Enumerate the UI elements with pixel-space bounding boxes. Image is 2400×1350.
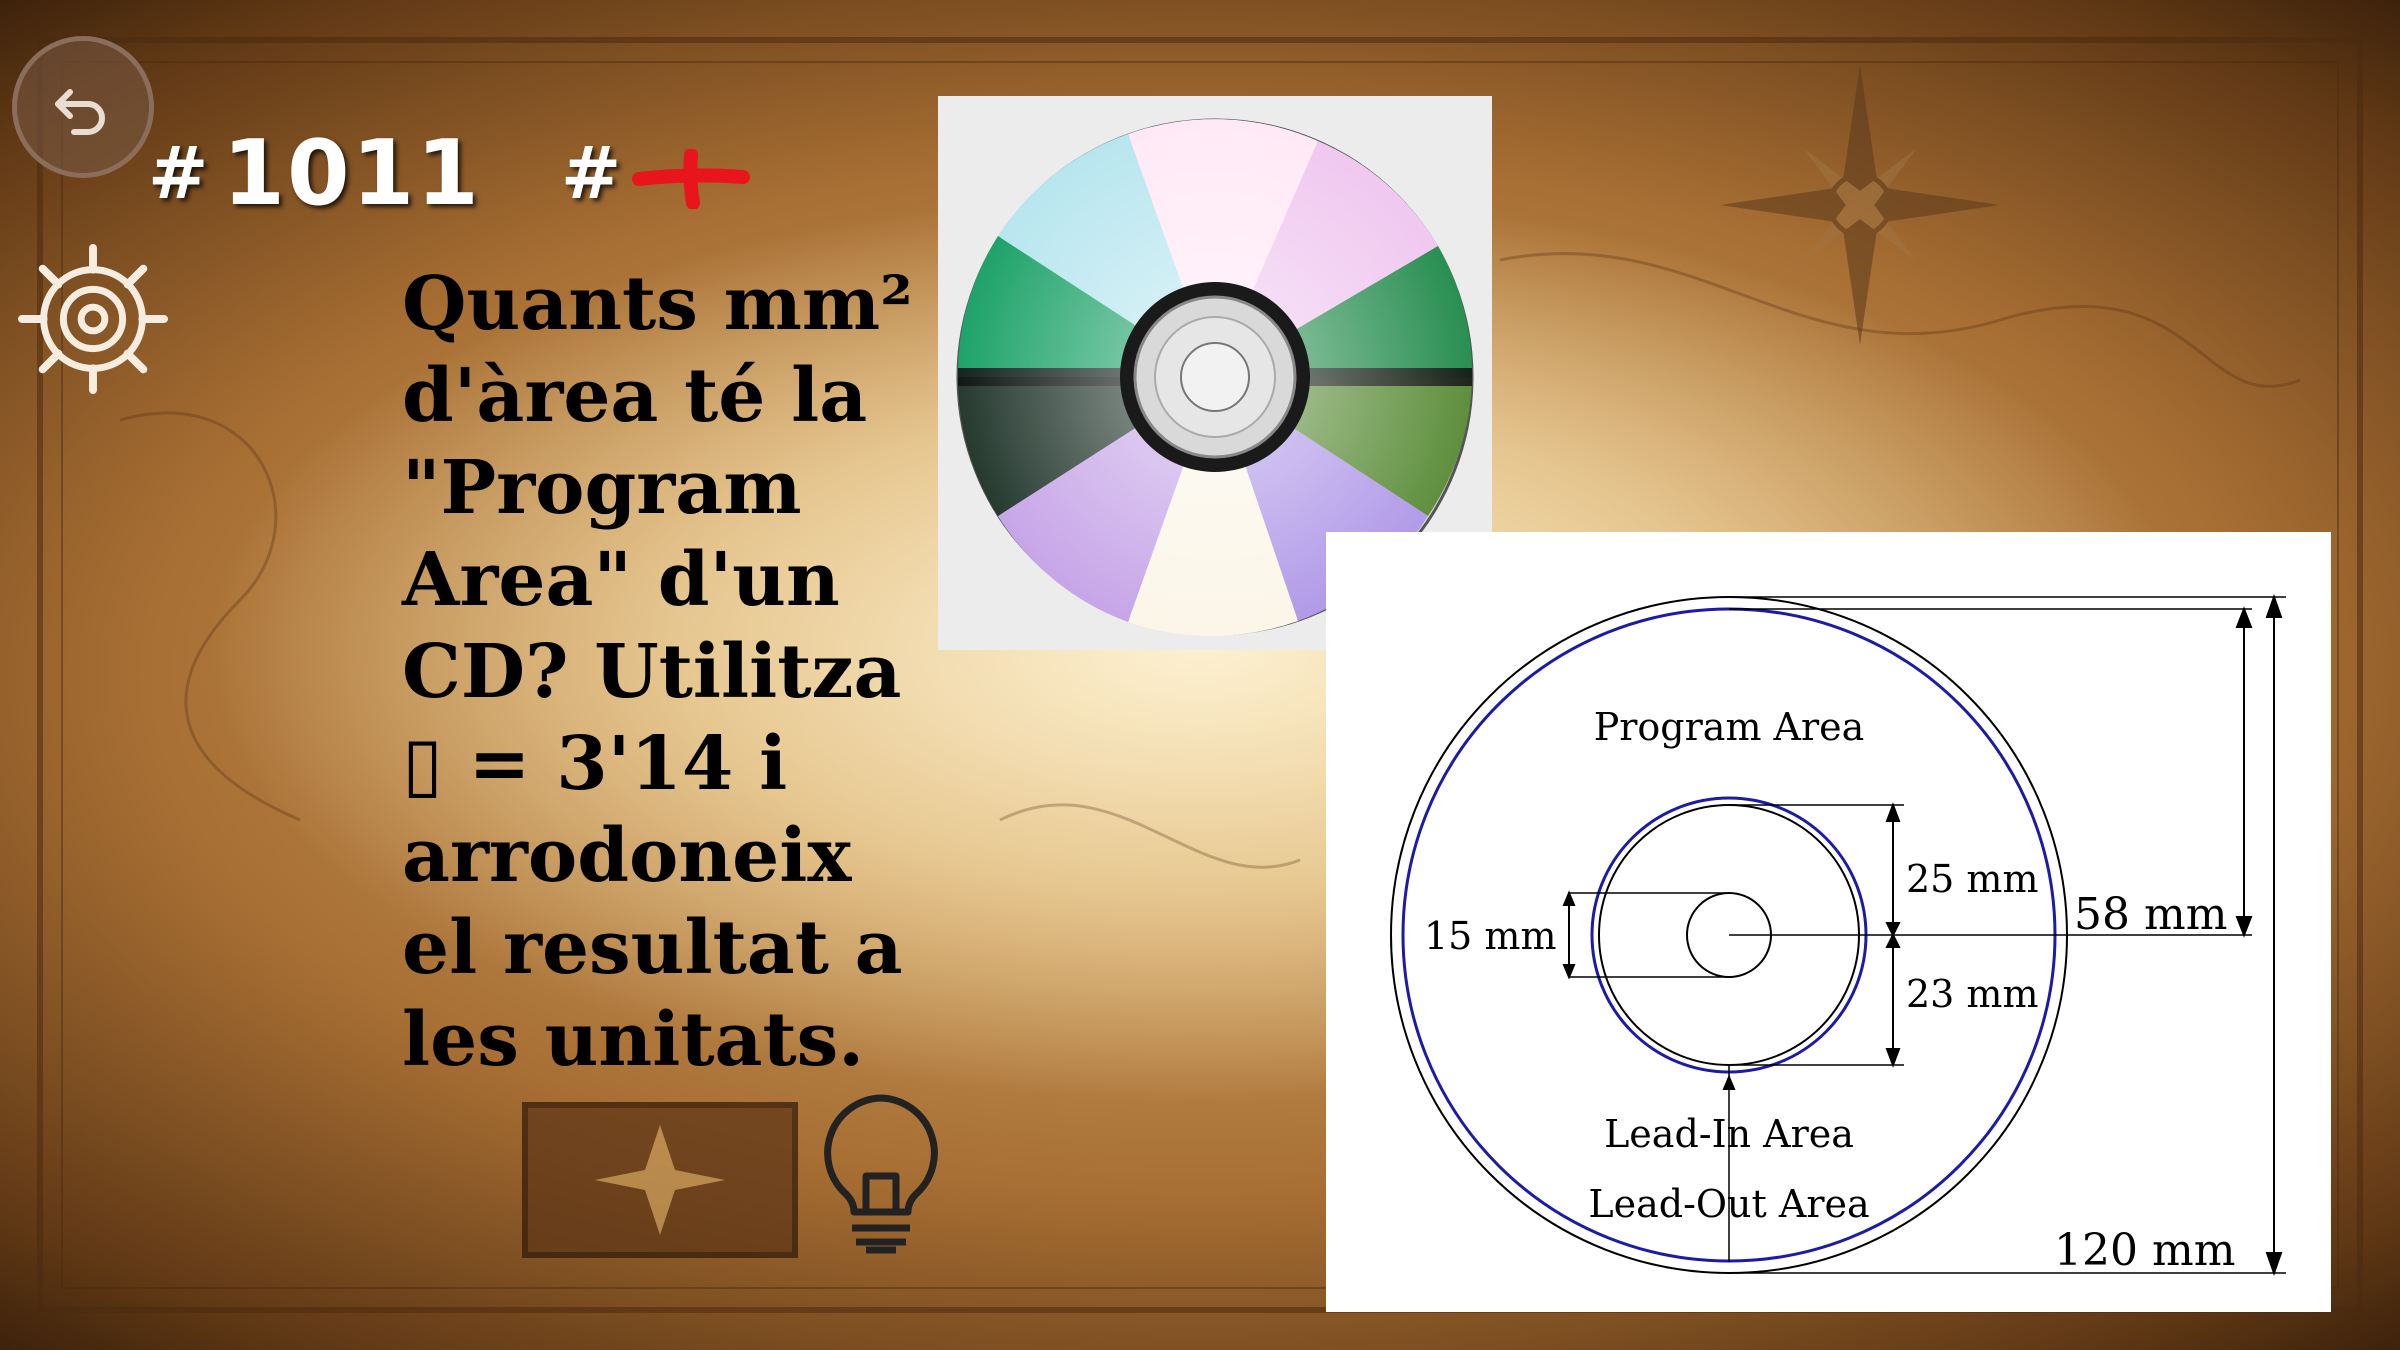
treasure-box-icon [522, 1102, 798, 1258]
dim-15mm-label: 15 mm [1424, 914, 1557, 958]
hash-symbol-2: # [560, 131, 622, 215]
red-cross-icon [632, 149, 751, 209]
lead-out-area-label: Lead-Out Area [1588, 1182, 1869, 1226]
lead-in-area-label: Lead-In Area [1604, 1112, 1854, 1156]
compass-rose-icon [1720, 65, 2000, 345]
cd-disc-image [956, 118, 1474, 636]
dim-23mm-label: 23 mm [1906, 972, 2039, 1016]
back-button[interactable] [12, 36, 154, 178]
dim-25mm-label: 25 mm [1906, 857, 2039, 901]
program-area-label: Program Area [1594, 705, 1865, 749]
hash-symbol: # [148, 131, 209, 215]
question-number-bar: # 1011 # [148, 118, 751, 228]
dim-58mm-label: 58 mm [2074, 889, 2227, 940]
lightbulb-icon [824, 1094, 938, 1254]
question-number: 1011 [222, 120, 481, 226]
hint-button[interactable] [816, 1090, 946, 1260]
cd-dimension-diagram: Program Area 25 mm 23 mm 15 mm 58 mm 120… [1326, 532, 2331, 1312]
dim-120mm-label: 120 mm [2054, 1225, 2235, 1276]
back-arrow-icon [55, 89, 105, 135]
question-text: Quants mm² d'àrea té la "Program Area" d… [402, 261, 939, 1083]
ship-wheel-icon[interactable] [14, 240, 172, 398]
